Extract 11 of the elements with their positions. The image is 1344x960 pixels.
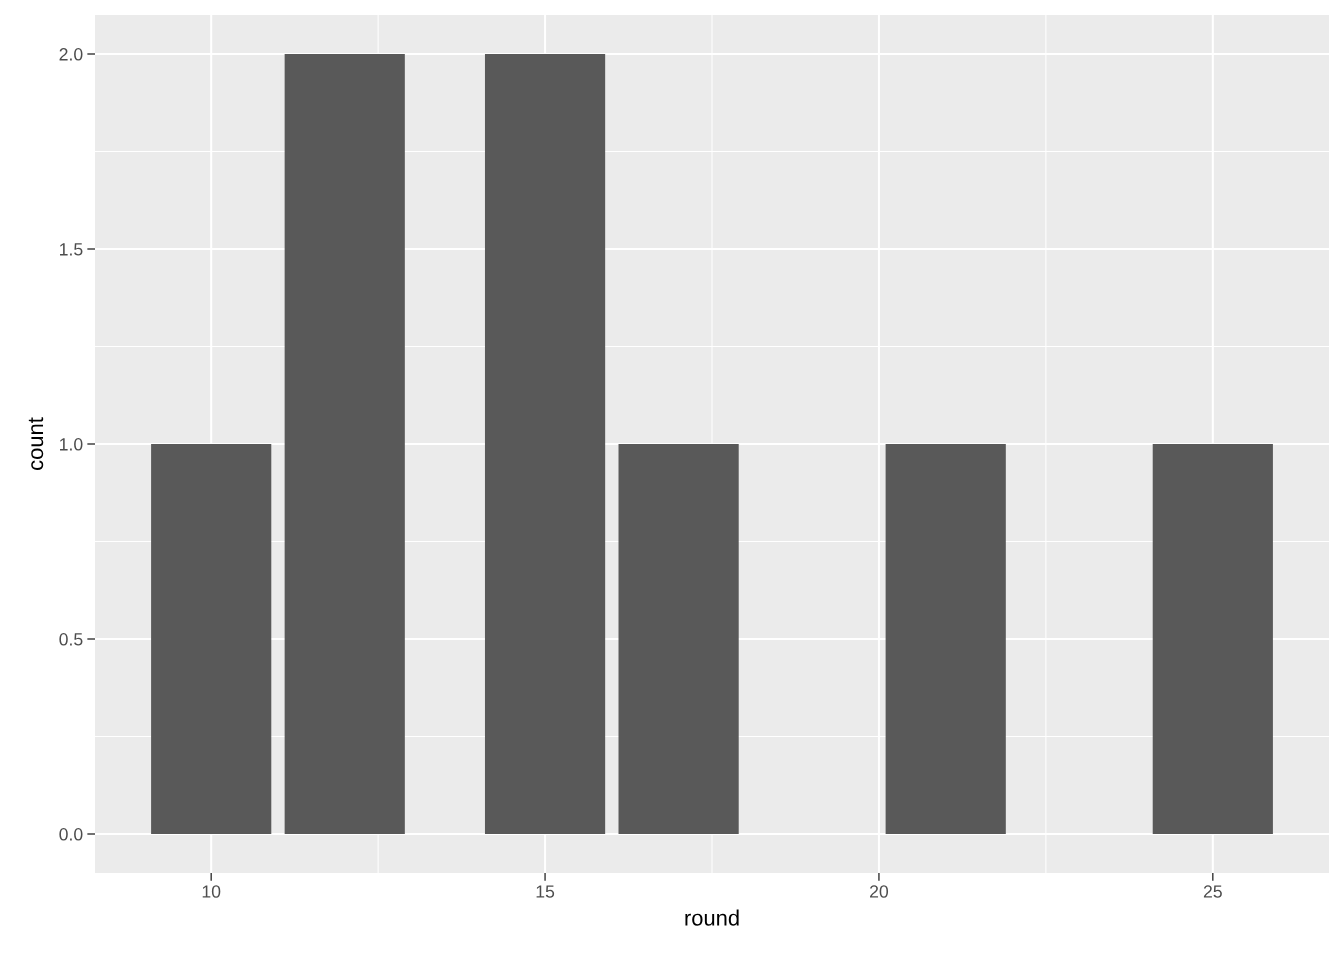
y-tick-label: 2.0 [59, 48, 83, 61]
x-axis-title: round [685, 909, 739, 926]
x-tick-label: 10 [202, 885, 221, 898]
y-tick-label: 0.0 [59, 828, 83, 841]
y-tick-label: 1.0 [60, 438, 83, 451]
y-tick-label: 0.5 [59, 633, 83, 646]
y-axis-title: count [28, 417, 44, 470]
x-tick-label: 25 [1203, 885, 1222, 898]
y-tick-label: 1.5 [60, 243, 83, 256]
x-tick-label: 20 [870, 885, 889, 898]
x-tick-label: 15 [536, 885, 555, 898]
